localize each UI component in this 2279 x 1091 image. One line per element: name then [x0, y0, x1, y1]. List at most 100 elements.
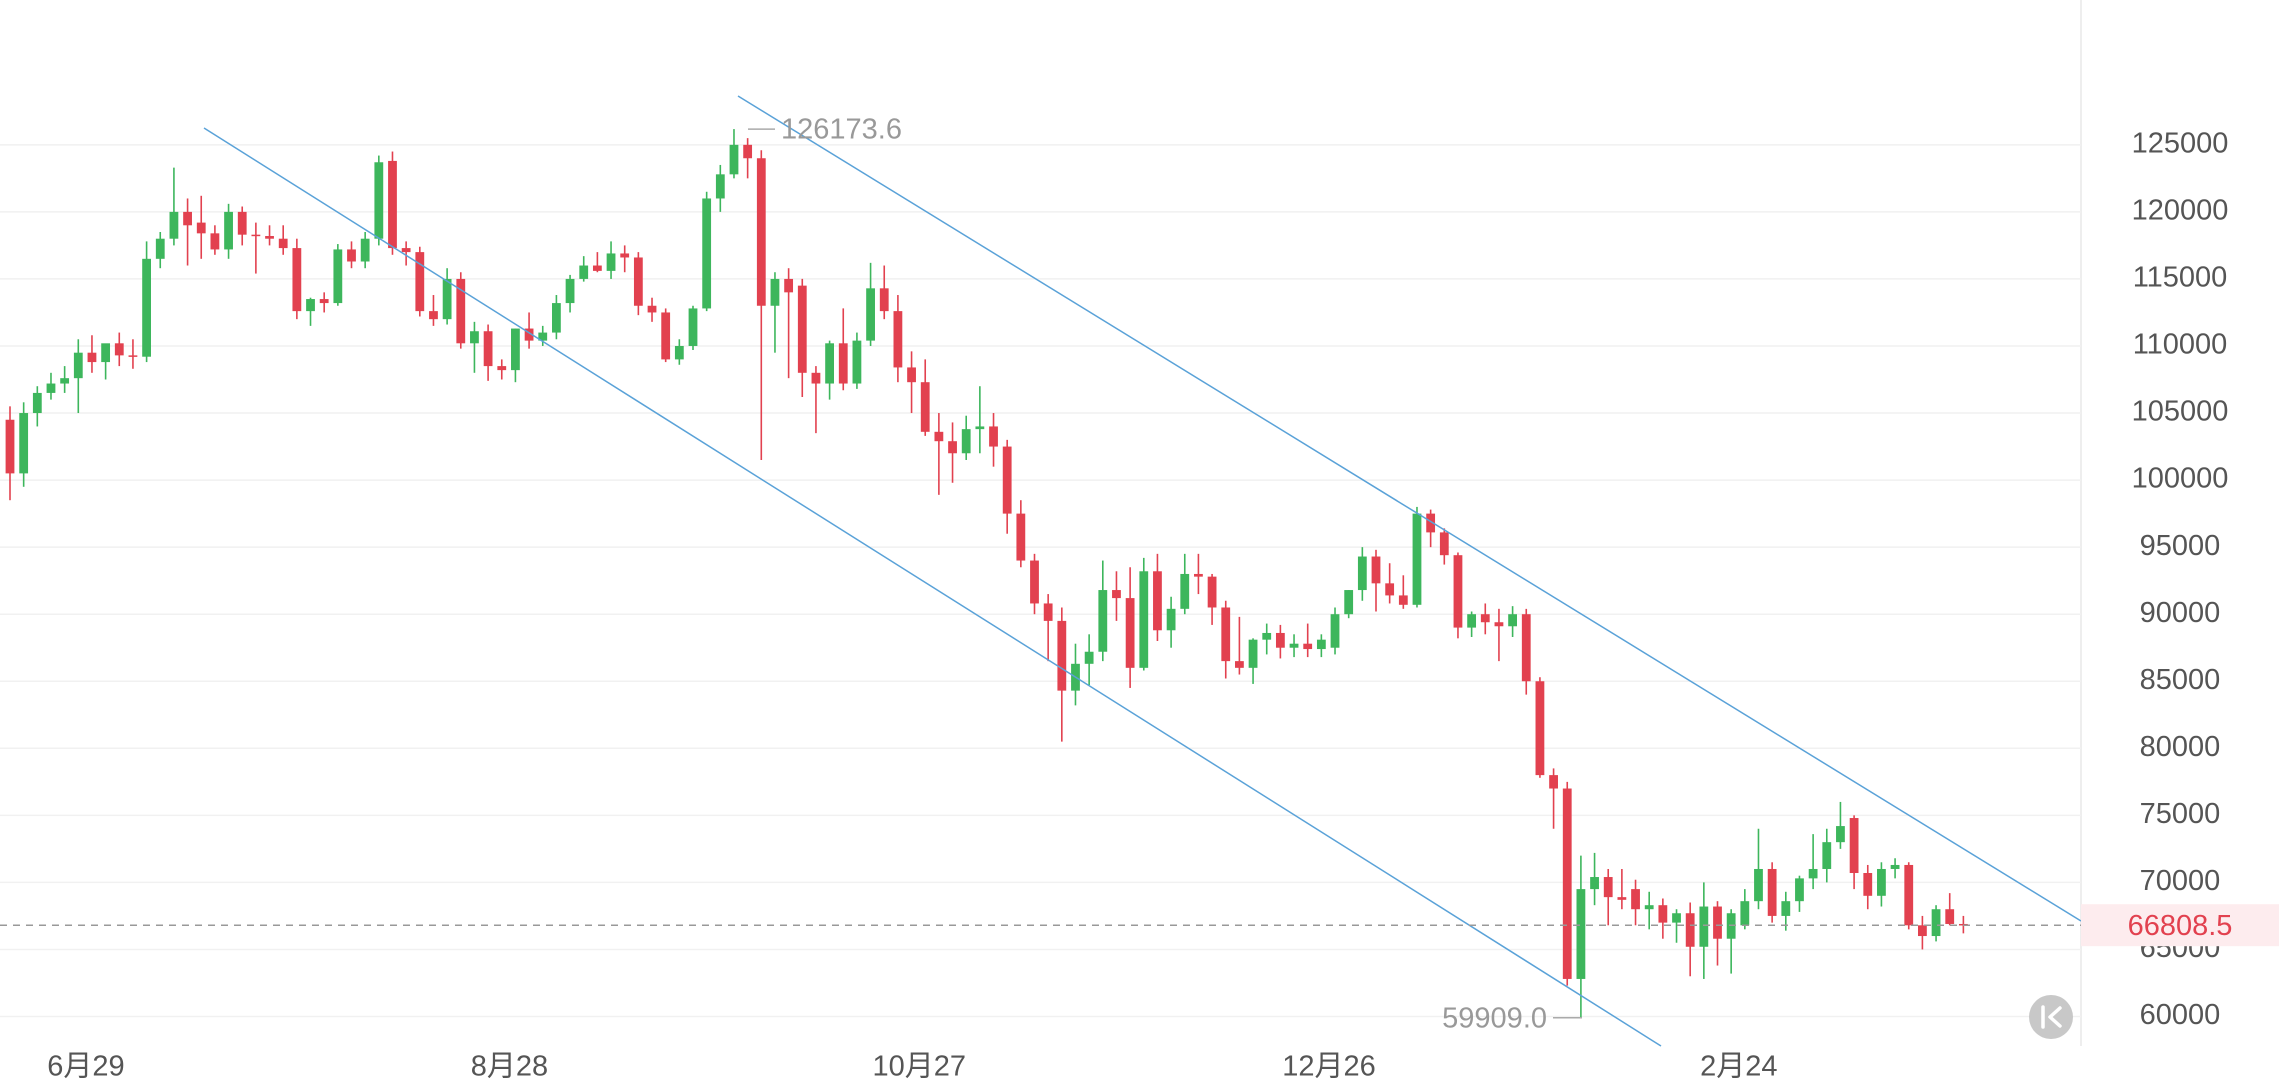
- candle-body: [1508, 614, 1517, 627]
- candle-body: [1849, 818, 1859, 874]
- candle-body: [46, 383, 56, 393]
- x-tick-label: 12月26: [1282, 1051, 1376, 1083]
- candle-body: [1316, 639, 1326, 650]
- candle-body: [1918, 925, 1927, 937]
- candle-body: [1863, 873, 1873, 896]
- candle-body: [333, 249, 343, 304]
- candle-body: [87, 352, 97, 363]
- candle-body: [1357, 556, 1367, 591]
- candle-body: [1549, 775, 1558, 789]
- button-icon[interactable]: [2041, 1005, 2062, 1029]
- candle-body: [797, 285, 807, 373]
- candle-body: [5, 419, 15, 474]
- candle-body: [114, 343, 124, 356]
- candle-body: [688, 308, 698, 346]
- candle-body: [1139, 571, 1149, 668]
- candle-body: [511, 328, 520, 371]
- trend-line: [737, 95, 2082, 922]
- candle-body: [592, 265, 602, 271]
- x-tick-label: 10月27: [872, 1051, 966, 1083]
- candle-body: [319, 299, 329, 304]
- candle-body: [1262, 632, 1272, 640]
- candle-body: [784, 278, 794, 293]
- y-tick-label: 120000: [2132, 195, 2229, 227]
- candle-body: [73, 352, 83, 379]
- candle-body: [483, 331, 493, 367]
- candle-body: [1877, 868, 1886, 896]
- candle-body: [1617, 897, 1627, 900]
- candle-body: [1494, 622, 1504, 627]
- candle-body: [1576, 889, 1586, 979]
- candle-body: [1781, 901, 1791, 916]
- candle-body: [388, 160, 397, 249]
- candle-body: [1303, 643, 1313, 650]
- candle-body: [633, 257, 643, 306]
- grid: 6000065000700007500080000850009000095000…: [0, 127, 2229, 1083]
- overlay: 66808.5 126173.6 59909.0: [0, 114, 2279, 1034]
- candle-body: [907, 367, 916, 383]
- candle-body: [1726, 913, 1736, 939]
- candle-body: [1699, 906, 1709, 947]
- y-tick-label: 110000: [2133, 329, 2228, 361]
- candle-body: [1330, 614, 1340, 648]
- candle-body: [1562, 788, 1572, 979]
- y-tick-label: 95000: [2140, 530, 2221, 562]
- candle-body: [1836, 826, 1845, 843]
- candle-body: [948, 441, 957, 454]
- candle-body: [661, 312, 671, 360]
- candle-body: [1002, 446, 1012, 514]
- candle-body: [552, 303, 561, 333]
- candle-body: [1153, 571, 1162, 631]
- candle-body: [374, 162, 384, 239]
- candle-body: [470, 331, 479, 344]
- trend-line: [203, 127, 1662, 1047]
- candle-body: [1890, 864, 1900, 869]
- candle-body: [920, 382, 930, 432]
- candle-body: [155, 238, 165, 259]
- candle-body: [770, 278, 780, 306]
- candle-body: [210, 233, 220, 250]
- candle-body: [128, 355, 138, 357]
- y-tick-label: 105000: [2132, 396, 2229, 428]
- candle-body: [1112, 590, 1121, 599]
- candle-body: [1057, 620, 1067, 691]
- x-tick-label: 6月29: [47, 1051, 124, 1083]
- last-price-label: 66808.5: [2128, 910, 2233, 942]
- scroll-to-latest-button[interactable]: [2029, 995, 2073, 1039]
- candle-body: [1221, 607, 1231, 662]
- candle-body: [1535, 681, 1545, 776]
- candle-body: [1945, 909, 1955, 924]
- candle-body: [306, 299, 315, 312]
- candle-body: [1822, 842, 1832, 869]
- candle-body: [1166, 608, 1176, 631]
- candle-body: [893, 311, 903, 368]
- candle-body: [1658, 905, 1668, 923]
- candle-body: [1248, 639, 1258, 668]
- y-tick-label: 80000: [2140, 731, 2221, 763]
- candle-body: [1644, 905, 1654, 910]
- candle-body: [1385, 583, 1395, 596]
- candle-body: [1098, 590, 1108, 652]
- candle-body: [674, 345, 684, 360]
- candle-body: [811, 372, 821, 384]
- candle-body: [224, 211, 233, 250]
- candle-body: [1275, 632, 1285, 648]
- y-tick-label: 75000: [2140, 798, 2221, 830]
- candle-body: [183, 211, 192, 226]
- candle-body: [852, 340, 862, 384]
- candle-body: [101, 343, 111, 363]
- candle-body: [1740, 901, 1750, 926]
- candle-body: [456, 278, 466, 344]
- candle-body: [497, 366, 507, 371]
- candle-body: [360, 238, 370, 262]
- candle-body: [429, 311, 438, 320]
- candle-body: [1180, 573, 1190, 609]
- candle-body: [1631, 889, 1640, 910]
- candle-body: [1603, 877, 1613, 898]
- candle-body: [292, 248, 302, 312]
- candle-body: [606, 253, 616, 271]
- candle-body: [415, 252, 425, 312]
- candle-body: [196, 222, 206, 234]
- candle-body: [1043, 603, 1053, 621]
